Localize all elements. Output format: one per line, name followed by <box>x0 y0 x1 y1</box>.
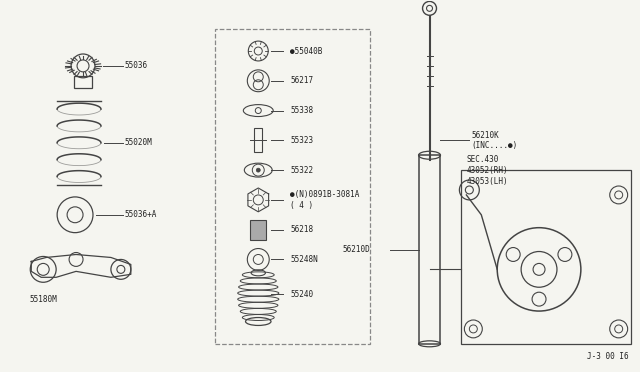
Text: ●(N)0891B-3081A
( 4 ): ●(N)0891B-3081A ( 4 ) <box>290 190 360 210</box>
Text: 56217: 56217 <box>290 76 313 85</box>
Text: 56218: 56218 <box>290 225 313 234</box>
Text: 55036+A: 55036+A <box>125 210 157 219</box>
Text: 55240: 55240 <box>290 290 313 299</box>
Bar <box>461 170 630 344</box>
Text: 55036: 55036 <box>125 61 148 70</box>
Bar <box>74 76 92 88</box>
Text: 56210D: 56210D <box>342 245 370 254</box>
Text: J-3 00 I6: J-3 00 I6 <box>587 352 628 361</box>
Bar <box>254 128 262 152</box>
Text: 55322: 55322 <box>290 166 313 174</box>
Text: ●55040B: ●55040B <box>290 46 323 55</box>
Text: SEC.430
43052(RH)
43053(LH): SEC.430 43052(RH) 43053(LH) <box>467 155 508 186</box>
Bar <box>250 220 266 240</box>
Text: 55248N: 55248N <box>290 255 318 264</box>
Text: 55323: 55323 <box>290 136 313 145</box>
Text: 55180M: 55180M <box>29 295 57 304</box>
Text: 55020M: 55020M <box>125 138 152 147</box>
Circle shape <box>256 168 260 172</box>
Text: 56210K
(INC....●): 56210K (INC....●) <box>471 131 518 150</box>
Text: 55338: 55338 <box>290 106 313 115</box>
Bar <box>419 155 440 344</box>
Bar <box>216 29 370 344</box>
